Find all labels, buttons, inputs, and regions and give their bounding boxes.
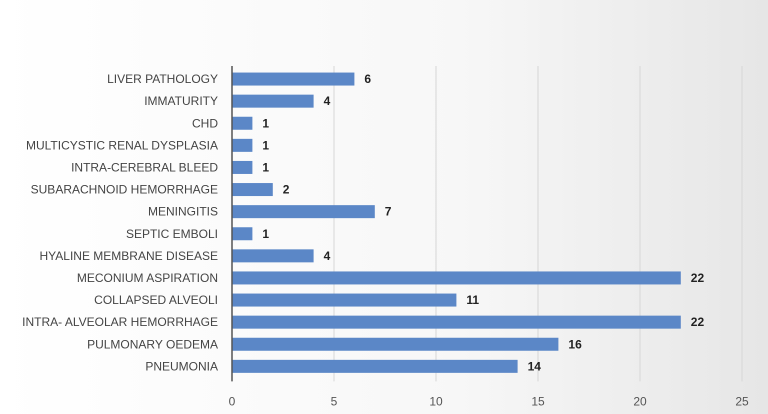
x-tick-label: 25 — [735, 394, 749, 408]
bar — [232, 205, 375, 219]
data-label: 16 — [568, 337, 582, 351]
data-label: 6 — [364, 72, 371, 86]
category-label: LIVER PATHOLOGY — [107, 72, 218, 86]
category-label: MENINGITIS — [148, 205, 218, 219]
bar — [232, 72, 355, 86]
bar — [232, 116, 253, 130]
bar — [232, 315, 681, 329]
bars — [232, 72, 681, 373]
category-labels: LIVER PATHOLOGY IMMATURITY CHD MULTICYSTIC … — [22, 72, 218, 373]
x-tick-label: 5 — [331, 394, 338, 408]
bar — [232, 94, 314, 108]
bar — [232, 337, 559, 351]
x-tick-label: 20 — [633, 394, 647, 408]
data-label: 22 — [691, 271, 705, 285]
data-label: 4 — [324, 94, 331, 108]
category-label: PNEUMONIA — [145, 359, 218, 373]
x-tick-label: 15 — [531, 394, 545, 408]
data-label: 22 — [691, 315, 705, 329]
category-label: MECONIUM ASPIRATION — [77, 271, 218, 285]
data-label: 1 — [262, 160, 269, 174]
data-label: 11 — [466, 293, 479, 307]
category-label: MULTICYSTIC RENAL DYSPLASIA — [26, 138, 218, 152]
data-label: 1 — [262, 116, 269, 130]
data-label: 1 — [262, 138, 269, 152]
category-label: COLLAPSED ALVEOLI — [94, 293, 218, 307]
bar — [232, 249, 314, 263]
category-label: SUBARACHNOID HEMORRHAGE — [31, 183, 218, 197]
bar — [232, 293, 457, 307]
bar — [232, 138, 253, 152]
category-label: SEPTIC EMBOLI — [126, 227, 218, 241]
gridlines — [333, 66, 743, 382]
x-tick-label: 0 — [229, 394, 236, 408]
category-label: CHD — [192, 116, 218, 130]
category-label: INTRA-CEREBRAL BLEED — [71, 160, 218, 174]
data-label: 4 — [324, 249, 331, 263]
category-label: INTRA- ALVEOLAR HEMORRHAGE — [22, 315, 218, 329]
x-tick-label: 10 — [429, 394, 443, 408]
bar — [232, 183, 273, 197]
data-label: 1 — [262, 227, 269, 241]
data-label: 7 — [385, 205, 392, 219]
category-label: PULMONARY OEDEMA — [87, 337, 218, 351]
category-label: IMMATURITY — [144, 94, 218, 108]
bar — [232, 227, 253, 241]
category-label: HYALINE MEMBRANE DISEASE — [40, 249, 219, 263]
bar — [232, 359, 518, 373]
data-label: 2 — [283, 183, 290, 197]
bar — [232, 271, 681, 285]
x-tick-labels: 0 5 10 15 20 25 — [229, 394, 749, 408]
data-label: 14 — [528, 359, 542, 373]
bar — [232, 160, 253, 174]
